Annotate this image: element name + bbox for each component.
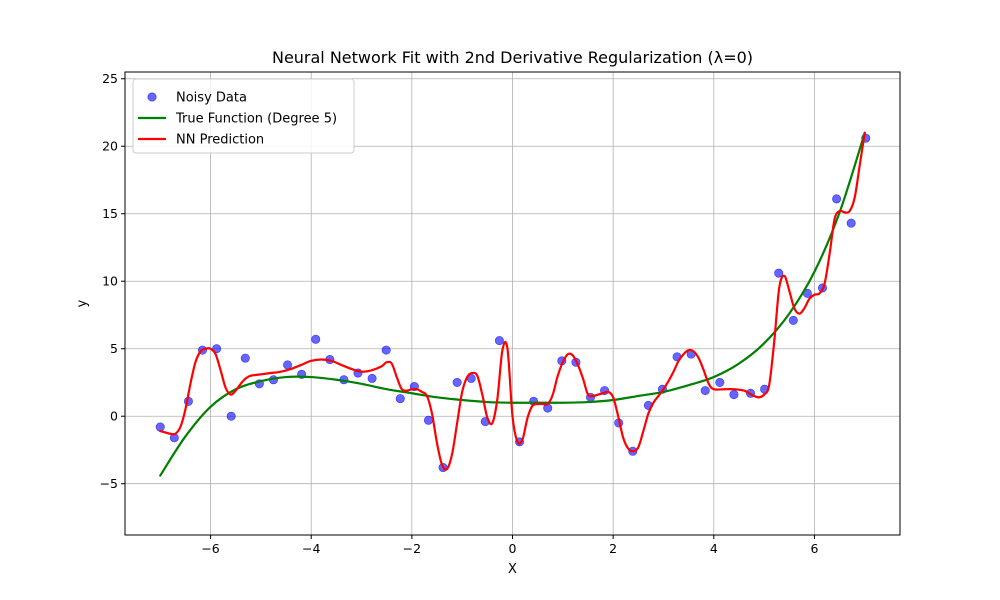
data-point: [452, 377, 462, 387]
legend-marker: [147, 92, 157, 102]
data-point: [381, 345, 391, 355]
ticks: −6 −4 −2 0 2 4 6 −5 0 5 10 15 20 25: [100, 71, 819, 556]
data-point: [226, 411, 236, 421]
data-point: [240, 353, 250, 363]
x-tick-label: −6: [201, 541, 219, 556]
series-layer: [155, 131, 871, 477]
true-function-line: [159, 131, 866, 477]
data-point: [283, 360, 293, 370]
nn-prediction-line: [159, 131, 866, 471]
y-tick-label: 20: [102, 139, 118, 154]
data-point: [423, 415, 433, 425]
y-tick-label: −5: [100, 476, 118, 491]
x-tick-label: −2: [403, 541, 421, 556]
data-point: [367, 373, 377, 383]
y-tick-label: 0: [110, 409, 118, 424]
legend-label: Noisy Data: [176, 91, 247, 106]
data-point: [832, 194, 842, 204]
x-tick-label: 6: [810, 541, 818, 556]
y-tick-label: 15: [102, 206, 118, 221]
x-axis-label: X: [508, 562, 517, 577]
legend-label: NN Prediction: [176, 133, 264, 148]
x-tick-label: −4: [302, 541, 320, 556]
legend-box: [132, 78, 355, 154]
x-tick-label: 0: [509, 541, 517, 556]
data-point: [788, 315, 798, 325]
data-point: [311, 334, 321, 344]
data-point: [846, 218, 856, 228]
data-point: [395, 394, 405, 404]
legend-label: True Function (Degree 5): [175, 112, 337, 127]
data-point: [729, 390, 739, 400]
data-point: [494, 336, 504, 346]
y-tick-label: 10: [102, 274, 118, 289]
chart-title: Neural Network Fit with 2nd Derivative R…: [272, 48, 753, 67]
data-point: [700, 386, 710, 396]
data-point: [155, 422, 165, 432]
data-point: [774, 268, 784, 278]
y-tick-label: 25: [102, 71, 118, 86]
x-tick-label: 2: [609, 541, 617, 556]
x-tick-label: 4: [710, 541, 718, 556]
y-axis-label: y: [75, 299, 90, 307]
y-tick-label: 5: [110, 341, 118, 356]
data-point: [715, 377, 725, 387]
legend: Noisy Data True Function (Degree 5) NN Pre…: [132, 78, 355, 154]
